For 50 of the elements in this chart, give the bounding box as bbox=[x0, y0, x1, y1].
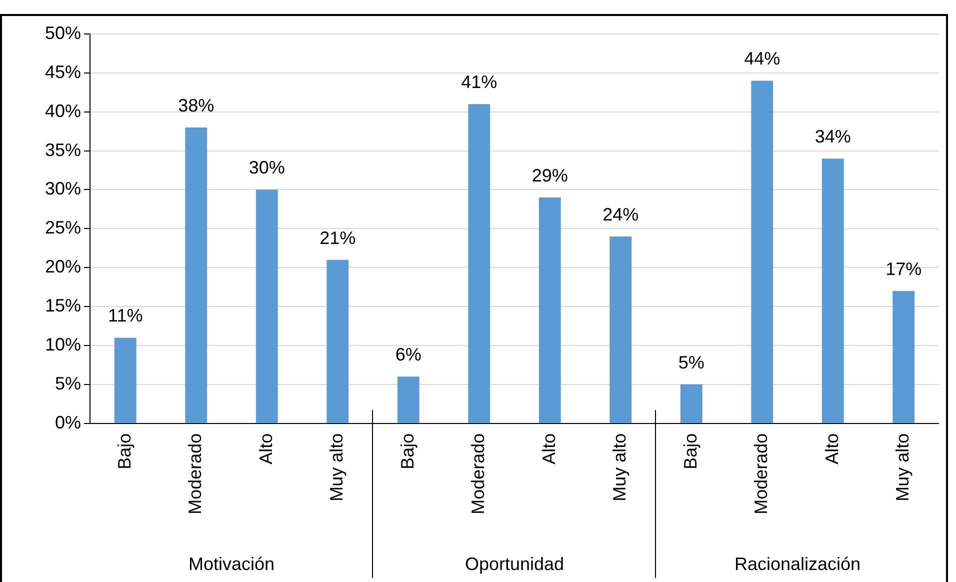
x-tick-label: Moderado bbox=[468, 433, 488, 514]
y-tick-label: 10% bbox=[44, 334, 81, 354]
x-tick-label: Moderado bbox=[751, 433, 772, 514]
x-tick-label: Alto bbox=[256, 433, 276, 464]
x-tick-label: Bajo bbox=[114, 433, 134, 470]
bar bbox=[822, 158, 844, 423]
x-tick-label: Alto bbox=[538, 433, 559, 464]
bar bbox=[114, 338, 136, 423]
bar bbox=[326, 260, 349, 423]
bar bbox=[468, 104, 490, 423]
bar bbox=[680, 384, 702, 423]
data-label: 17% bbox=[886, 258, 922, 279]
y-tick-label: 0% bbox=[54, 412, 81, 432]
y-tick-label: 5% bbox=[54, 373, 81, 394]
data-label: 44% bbox=[744, 48, 780, 69]
data-label: 24% bbox=[602, 204, 639, 224]
x-axis-title: Oportunidad bbox=[464, 554, 564, 574]
bar bbox=[256, 190, 278, 423]
data-label: 6% bbox=[395, 344, 422, 365]
x-axis-title: Motivación bbox=[188, 554, 275, 574]
x-tick-label: Muy alto bbox=[326, 433, 347, 502]
y-tick-label: 35% bbox=[44, 140, 81, 160]
data-label: 11% bbox=[108, 306, 143, 326]
y-tick-label: 45% bbox=[44, 62, 81, 82]
bar bbox=[892, 290, 915, 423]
data-label: 29% bbox=[532, 165, 568, 186]
y-tick-label: 25% bbox=[44, 218, 81, 238]
x-tick-label: Moderado bbox=[185, 433, 206, 514]
data-label: 30% bbox=[248, 158, 285, 178]
bar bbox=[751, 80, 774, 423]
y-tick-label: 20% bbox=[44, 256, 81, 277]
y-tick-label: 40% bbox=[44, 100, 81, 121]
bar bbox=[185, 127, 208, 423]
x-axis-title: Racionalización bbox=[734, 554, 861, 574]
data-label: 21% bbox=[320, 228, 356, 248]
data-label: 38% bbox=[178, 95, 214, 116]
data-label: 34% bbox=[814, 126, 851, 147]
data-label: 5% bbox=[678, 352, 704, 372]
x-tick-label: Muy alto bbox=[892, 433, 913, 502]
bar bbox=[397, 376, 420, 423]
y-tick-label: 50% bbox=[44, 22, 81, 43]
x-tick-label: Alto bbox=[822, 433, 842, 464]
data-label: 41% bbox=[461, 72, 498, 92]
x-tick-label: Bajo bbox=[680, 433, 700, 470]
x-tick-label: Muy alto bbox=[610, 433, 630, 502]
y-tick-label: 15% bbox=[44, 296, 81, 316]
bar bbox=[538, 198, 561, 423]
bar bbox=[610, 236, 632, 423]
y-tick-label: 30% bbox=[44, 178, 81, 199]
x-tick-label: Bajo bbox=[397, 433, 418, 470]
